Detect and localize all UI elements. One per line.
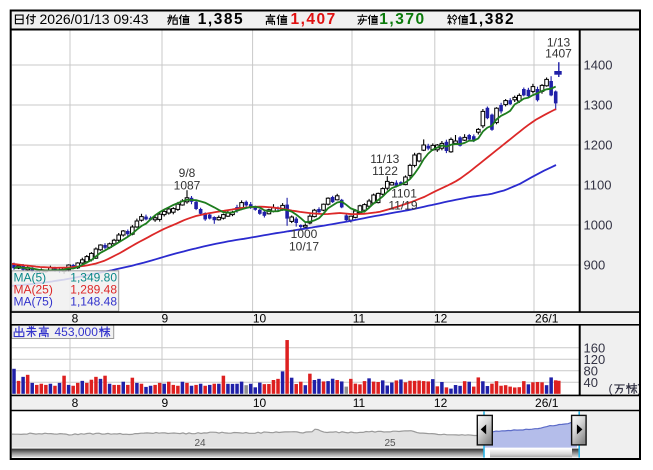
svg-text:1,148.48: 1,148.48 — [70, 295, 117, 309]
svg-text:9: 9 — [161, 396, 168, 410]
svg-text:24: 24 — [194, 438, 206, 449]
svg-text:25: 25 — [384, 438, 396, 449]
svg-text:9: 9 — [161, 312, 168, 326]
svg-text:1,407: 1,407 — [291, 11, 337, 28]
svg-text:900: 900 — [584, 258, 606, 273]
svg-text:1122: 1122 — [372, 164, 398, 178]
svg-text:1,382: 1,382 — [469, 11, 515, 28]
svg-text:453,000: 453,000 — [55, 325, 99, 339]
svg-text:120: 120 — [584, 352, 606, 367]
svg-text:2026/01/13 09:43: 2026/01/13 09:43 — [40, 11, 149, 27]
svg-text:1,385: 1,385 — [198, 11, 244, 28]
svg-text:(: ( — [609, 382, 613, 396]
svg-text:12: 12 — [434, 312, 448, 326]
svg-text:1400: 1400 — [584, 58, 613, 73]
svg-text:1000: 1000 — [584, 218, 613, 233]
svg-text:10: 10 — [253, 396, 267, 410]
svg-text:1300: 1300 — [584, 98, 613, 113]
svg-text:11/13: 11/13 — [370, 152, 399, 166]
svg-text:26/1: 26/1 — [535, 396, 559, 410]
svg-text:MA(5): MA(5) — [14, 271, 47, 285]
svg-text:12: 12 — [434, 396, 448, 410]
svg-text:1000: 1000 — [291, 227, 318, 241]
svg-text:MA(75): MA(75) — [14, 295, 53, 309]
svg-text:160: 160 — [584, 340, 606, 355]
svg-text:11/19: 11/19 — [388, 199, 417, 213]
svg-text:1100: 1100 — [584, 178, 612, 193]
svg-text:11: 11 — [353, 312, 366, 326]
svg-text:10: 10 — [253, 312, 267, 326]
svg-text:1,289.48: 1,289.48 — [70, 283, 117, 297]
svg-text:MA(25): MA(25) — [14, 283, 53, 297]
svg-text:40: 40 — [584, 375, 598, 390]
svg-text:26/1: 26/1 — [535, 312, 559, 326]
svg-text:8: 8 — [72, 312, 79, 326]
svg-text:8: 8 — [72, 396, 79, 410]
svg-text:1/13: 1/13 — [547, 36, 571, 50]
svg-text:80: 80 — [584, 363, 598, 378]
svg-text:11: 11 — [353, 396, 366, 410]
svg-text:1101: 1101 — [391, 187, 417, 201]
svg-text:1,349.80: 1,349.80 — [70, 271, 117, 285]
svg-text:9/8: 9/8 — [179, 166, 196, 180]
svg-text:1,370: 1,370 — [379, 11, 425, 28]
svg-text:1407: 1407 — [545, 47, 572, 61]
svg-text:10/17: 10/17 — [289, 240, 319, 254]
svg-text:1087: 1087 — [174, 179, 201, 193]
svg-text:1200: 1200 — [584, 138, 613, 153]
